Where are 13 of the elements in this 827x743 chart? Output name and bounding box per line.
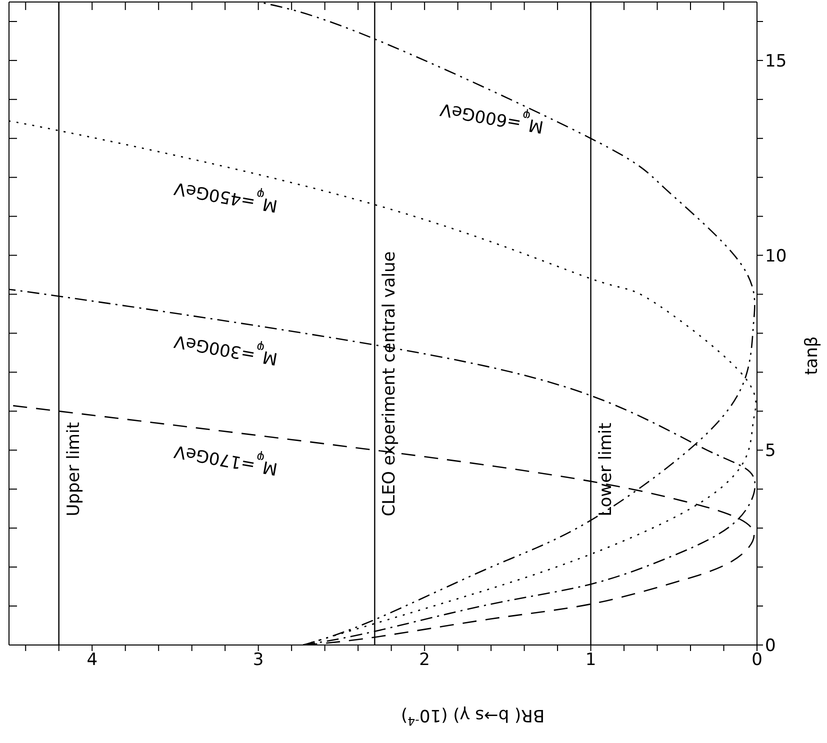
x-tick-label: 2 bbox=[419, 650, 430, 670]
x-tick-label: 4 bbox=[86, 650, 98, 670]
y-tick-label: 5 bbox=[765, 441, 776, 462]
y-axis-title: tanβ bbox=[802, 336, 822, 376]
x-tick-label: 0 bbox=[752, 650, 762, 670]
ref-line-label: Upper limit bbox=[64, 422, 84, 516]
y-tick-label: 10 bbox=[765, 246, 787, 266]
y-tick-label: 15 bbox=[765, 51, 787, 72]
y-tick-label: 0 bbox=[765, 636, 776, 656]
x-tick-label: 1 bbox=[585, 650, 596, 670]
ref-line-label: CLEO experiment central value bbox=[380, 251, 400, 516]
ref-line-label: Lower limit bbox=[596, 422, 616, 516]
x-tick-label: 3 bbox=[252, 650, 264, 670]
